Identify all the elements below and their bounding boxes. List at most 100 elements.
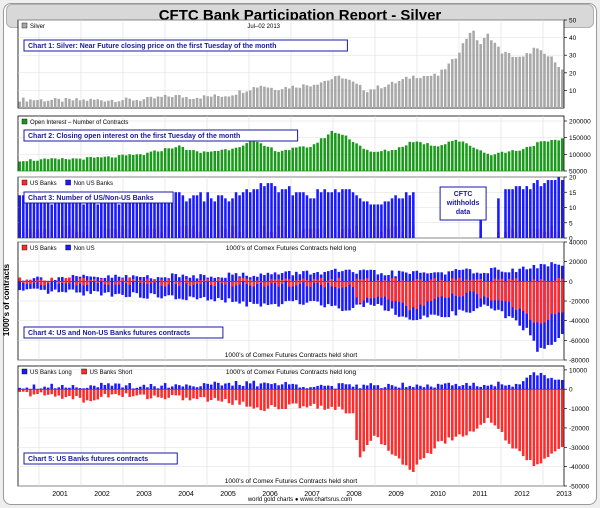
bar-blue <box>32 201 36 238</box>
bar-blue <box>46 387 50 390</box>
bar-blue <box>39 388 43 390</box>
bar-green <box>107 156 110 171</box>
bar-red <box>213 389 217 398</box>
bar-red <box>461 389 465 437</box>
bar-red <box>443 389 447 444</box>
bar-red <box>29 281 32 285</box>
bar-red <box>224 281 227 285</box>
bar-blue <box>89 198 92 238</box>
bar-red <box>256 389 259 408</box>
bar-blue <box>326 192 330 238</box>
bar-blue <box>50 204 53 238</box>
annotation-text: withholds <box>446 200 480 207</box>
bar-blue <box>25 195 29 238</box>
y-tick-label: 10 <box>569 205 577 212</box>
bar-gray <box>256 87 259 108</box>
bar-blue <box>543 264 546 282</box>
bar-blue <box>518 268 521 282</box>
bar-blue <box>128 281 131 297</box>
bar-green <box>454 139 458 171</box>
bar-red <box>429 389 433 454</box>
bar-blue <box>270 384 273 390</box>
bar-gray <box>202 95 206 108</box>
bar-blue <box>142 195 146 238</box>
legend-swatch <box>21 244 28 251</box>
bar-blue <box>259 383 263 390</box>
bar-green <box>75 158 78 171</box>
bar-blue <box>497 198 500 238</box>
bar-red <box>451 281 454 294</box>
bar-gray <box>362 90 365 108</box>
bar-red <box>89 389 92 402</box>
bar-blue <box>142 384 146 390</box>
bar-blue <box>468 385 472 390</box>
bar-red <box>263 281 266 287</box>
bar-blue <box>202 275 206 282</box>
bar-green <box>227 150 231 171</box>
bar-blue <box>504 385 507 390</box>
bar-blue <box>284 382 287 390</box>
bar-red <box>401 389 404 465</box>
bar-blue <box>117 281 121 294</box>
bar-red <box>390 278 394 282</box>
y-tick-label: 100000 <box>569 152 591 159</box>
bar-red <box>415 279 419 282</box>
bar-red <box>302 281 305 283</box>
bar-red <box>277 278 280 282</box>
bar-blue <box>451 281 454 312</box>
bar-red <box>330 281 334 287</box>
bar-blue <box>128 195 131 238</box>
bar-blue <box>440 281 443 318</box>
bar-gray <box>479 44 482 108</box>
bar-red <box>39 281 43 285</box>
bar-blue <box>259 273 263 282</box>
bar-green <box>436 146 440 171</box>
bar-red <box>100 280 103 282</box>
bar-blue <box>326 281 330 305</box>
bar-green <box>263 145 266 171</box>
bar-blue <box>312 281 316 301</box>
bar-red <box>100 278 103 282</box>
bar-blue <box>429 386 433 390</box>
bar-red <box>36 281 39 283</box>
bar-green <box>330 130 334 171</box>
bar-blue <box>560 180 564 238</box>
bar-green <box>497 152 500 171</box>
bar-red <box>206 278 209 282</box>
bar-red <box>277 281 280 287</box>
bar-red <box>270 389 273 406</box>
bar-green <box>131 154 135 171</box>
bar-blue <box>192 195 195 238</box>
bar-blue <box>362 269 365 282</box>
x-tick-label: 2007 <box>304 491 320 498</box>
bar-green <box>39 159 43 171</box>
bar-blue <box>43 386 46 390</box>
bar-red <box>514 281 518 310</box>
bar-blue <box>64 281 68 293</box>
bar-gray <box>451 59 454 108</box>
bar-blue <box>100 382 103 390</box>
bar-gray <box>146 96 149 108</box>
bar-red <box>415 389 419 465</box>
bar-blue <box>525 269 529 282</box>
bar-red <box>167 281 170 285</box>
bar-red <box>387 389 390 451</box>
bar-blue <box>146 281 149 299</box>
bar-blue <box>156 277 160 282</box>
bar-blue <box>259 183 263 238</box>
bar-green <box>209 151 213 171</box>
bar-blue <box>546 180 550 238</box>
bar-blue <box>25 281 29 290</box>
bar-green <box>305 147 309 171</box>
bar-blue <box>256 386 259 390</box>
bar-blue <box>160 277 163 282</box>
chart-title-box <box>23 39 348 52</box>
bar-red <box>539 389 543 464</box>
bar-red <box>231 281 234 287</box>
y-tick-label: 40000 <box>569 240 587 247</box>
bar-red <box>479 281 482 299</box>
bar-blue <box>287 186 291 238</box>
bar-red <box>92 389 96 401</box>
bar-blue <box>114 383 117 390</box>
